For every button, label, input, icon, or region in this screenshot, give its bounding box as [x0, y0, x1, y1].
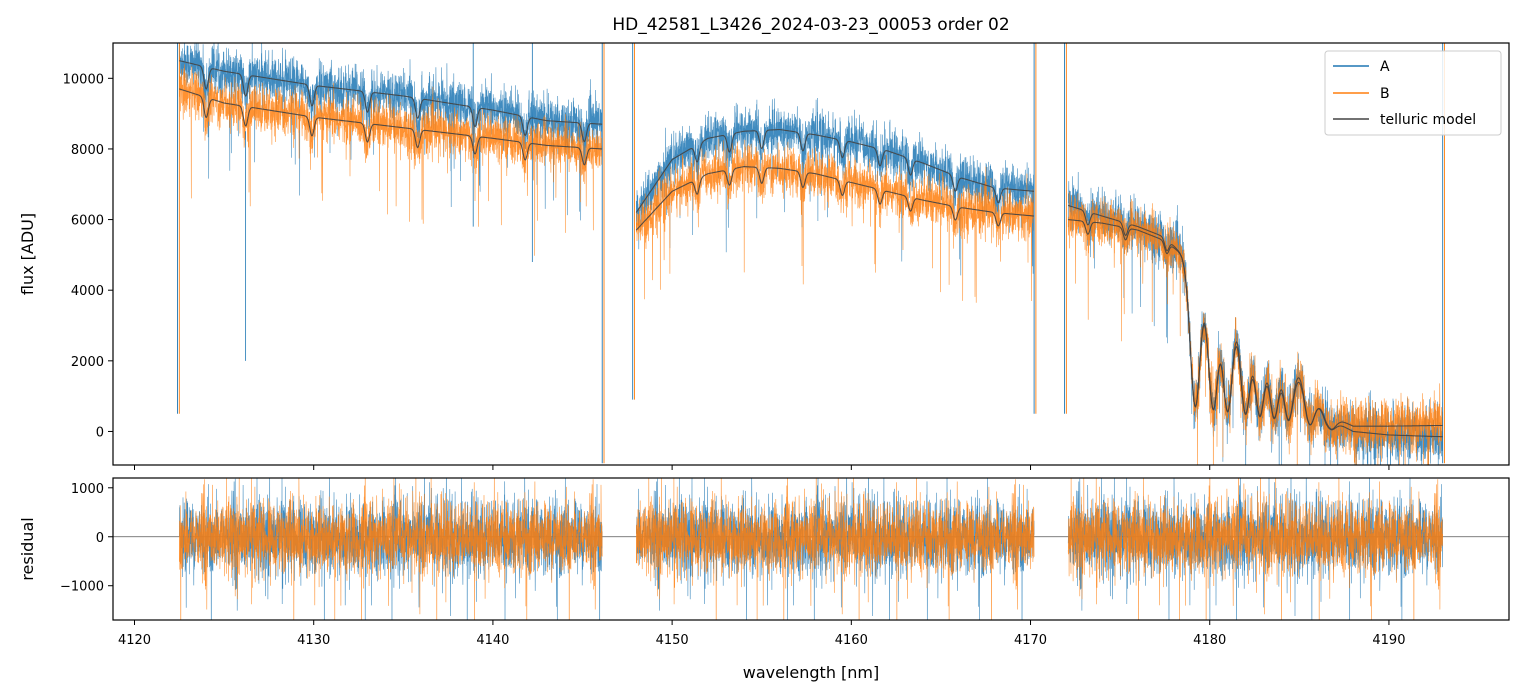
top-y-tick-label: 6000 — [71, 214, 104, 229]
legend-label-telluric: telluric model — [1380, 112, 1476, 128]
telluric-model-curve — [635, 128, 1035, 213]
bottom-x-tick-label: 4120 — [118, 633, 151, 648]
bottom-x-tick-label: 4170 — [1014, 633, 1047, 648]
chart-title: HD_42581_L3426_2024-03-23_00053 order 02 — [612, 15, 1009, 35]
top-plot-area — [177, 43, 1445, 465]
bottom-y-tick-label: 0 — [96, 531, 104, 546]
telluric-model-curve — [179, 60, 603, 143]
telluric-model-curve — [1068, 219, 1443, 430]
bottom-x-tick-label: 4130 — [297, 633, 330, 648]
legend-label-a: A — [1380, 59, 1390, 75]
legend-label-b: B — [1380, 86, 1390, 102]
bottom-plot-area — [113, 478, 1509, 620]
series-b-segment — [636, 139, 1035, 303]
bottom-y-axis-label: residual — [18, 517, 37, 580]
bottom-x-tick-label: 4190 — [1372, 633, 1405, 648]
bottom-x-tick-label: 4160 — [835, 633, 868, 648]
bottom-x-tick-label: 4140 — [476, 633, 509, 648]
series-b-segment — [1067, 191, 1443, 465]
legend-box — [1324, 50, 1502, 136]
bottom-axis-ticks: 4120 4130 4140 4150 4160 4170 4180 4190 −1000 0 10… — [60, 482, 1405, 648]
residual-b-segment — [179, 478, 603, 620]
telluric-model-curve — [179, 88, 603, 166]
top-y-tick-label: 10000 — [63, 72, 104, 87]
bottom-x-tick-label: 4180 — [1193, 633, 1226, 648]
top-y-axis-label: flux [ADU] — [18, 213, 37, 295]
telluric-model-curve — [635, 166, 1035, 231]
top-axes-frame — [112, 42, 1510, 466]
bottom-y-tick-label: −1000 — [60, 580, 104, 595]
top-y-tick-label: 4000 — [71, 284, 104, 299]
series-a-segment — [636, 97, 1035, 276]
legend: A B telluric model — [1324, 50, 1502, 136]
residual-b-segment — [636, 478, 1035, 620]
series-b-segment — [179, 56, 603, 256]
residual-b-segment — [1067, 478, 1443, 620]
top-y-tick-label: 2000 — [71, 355, 104, 370]
x-axis-label: wavelength [nm] — [743, 663, 880, 682]
top-axis-ticks: 0 2000 4000 6000 8000 10000 — [63, 72, 1390, 470]
bottom-axes-frame — [112, 477, 1510, 621]
bottom-x-tick-label: 4150 — [656, 633, 689, 648]
top-y-tick-label: 0 — [96, 425, 104, 440]
bottom-y-tick-label: 1000 — [71, 482, 104, 497]
top-y-tick-label: 8000 — [71, 143, 104, 158]
